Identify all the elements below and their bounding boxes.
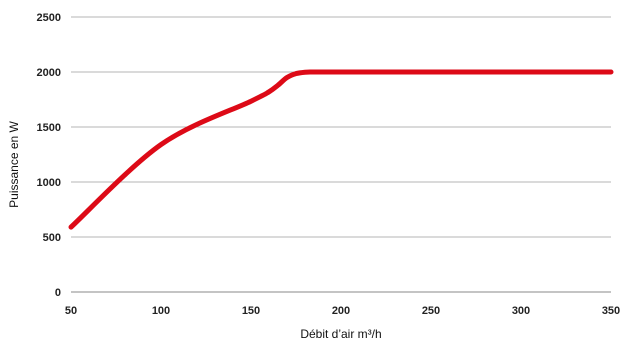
x-tick-labels: 50 100 150 200 250 300 350 (65, 305, 620, 317)
y-tick-label: 2500 (37, 12, 61, 24)
x-tick-label: 200 (332, 305, 350, 317)
gridlines (71, 16, 611, 238)
x-axis-title: Débit d’air m³/h (300, 327, 381, 341)
y-tick-label: 0 (55, 287, 61, 299)
y-tick-label: 1500 (37, 122, 61, 134)
x-tick-label: 350 (602, 305, 620, 317)
x-tick-label: 150 (242, 305, 260, 317)
y-tick-label: 2000 (37, 67, 61, 79)
x-tick-label: 300 (512, 305, 530, 317)
x-tick-label: 100 (152, 305, 170, 317)
x-tick-label: 250 (422, 305, 440, 317)
y-tick-label: 1000 (37, 177, 61, 189)
y-tick-label: 500 (43, 232, 61, 244)
y-tick-labels: 0 500 1000 1500 2000 2500 (37, 12, 61, 299)
y-axis-title: Puissance en W (7, 120, 21, 207)
x-tick-label: 50 (65, 305, 77, 317)
series-line (68, 69, 614, 230)
